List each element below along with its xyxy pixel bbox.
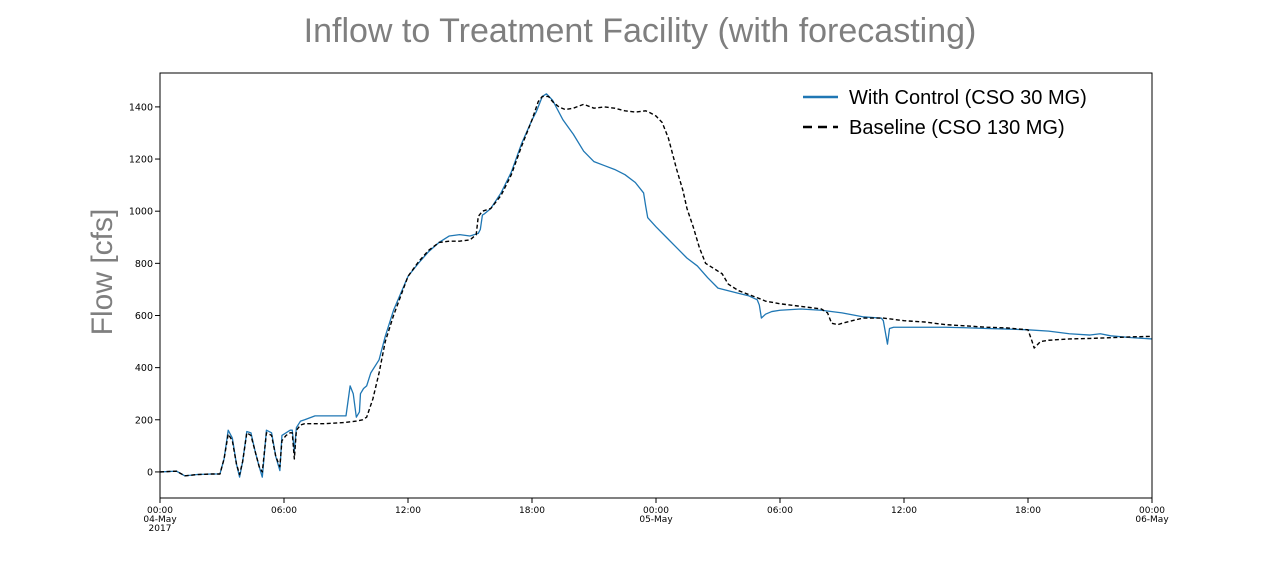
x-tick-label: 2017 <box>149 524 172 534</box>
x-tick-label: 12:00 <box>395 506 421 516</box>
x-tick-label: 05-May <box>639 515 673 525</box>
series-lines <box>159 93 1153 478</box>
y-tick-label: 800 <box>135 259 153 270</box>
plot-frame <box>159 72 1153 499</box>
x-tick-label: 00:00 <box>1139 506 1165 516</box>
chart-title: Inflow to Treatment Facility (with forec… <box>303 12 977 50</box>
legend-label: Baseline (CSO 130 MG) <box>849 117 1065 139</box>
x-tick-label: 00:00 <box>643 506 669 516</box>
x-tick-label: 12:00 <box>891 506 917 516</box>
legend-label: With Control (CSO 30 MG) <box>849 87 1087 109</box>
y-tick-label: 600 <box>135 311 153 322</box>
y-tick-label: 0 <box>147 467 153 478</box>
legend: With Control (CSO 30 MG) Baseline (CSO 13… <box>803 87 1087 139</box>
x-tick-label: 06:00 <box>271 506 297 516</box>
y-tick-label: 400 <box>135 363 153 374</box>
y-tick-label: 200 <box>135 415 153 426</box>
y-axis-label: Flow [cfs] <box>86 209 119 336</box>
x-tick-label: 04-May <box>143 515 177 525</box>
x-tick-label: 00:00 <box>147 506 173 516</box>
y-tick-label: 1200 <box>129 155 153 166</box>
y-axis: 0 200 400 600 800 1000 1200 1400 <box>129 102 160 478</box>
plot-area <box>160 73 1152 498</box>
x-tick-label: 06:00 <box>767 506 793 516</box>
series-line-baseline <box>159 95 1153 477</box>
y-tick-label: 1400 <box>129 102 153 113</box>
x-tick-label: 06-May <box>1135 515 1169 525</box>
y-tick-label: 1000 <box>129 207 153 218</box>
x-tick-label: 18:00 <box>519 506 545 516</box>
x-tick-label: 18:00 <box>1015 506 1041 516</box>
